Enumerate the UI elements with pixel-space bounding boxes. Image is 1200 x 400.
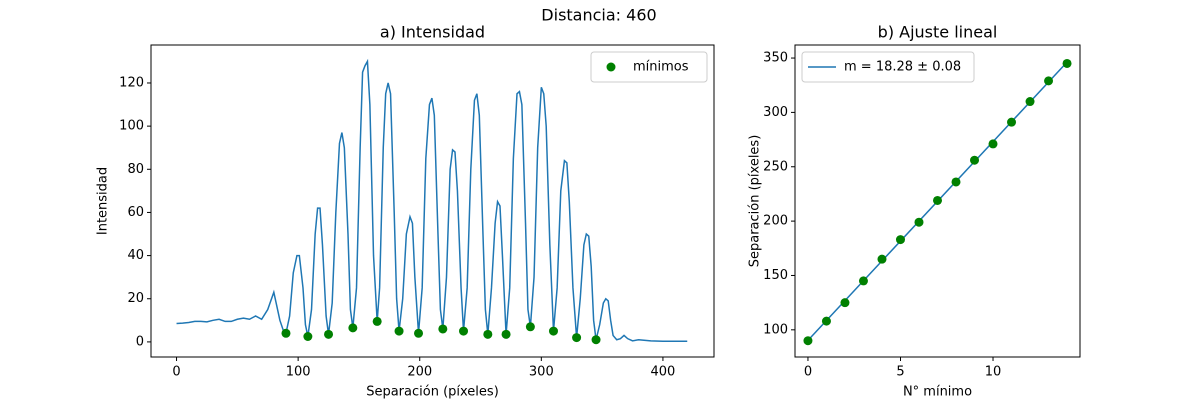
data-point: [281, 328, 291, 338]
y-tick-label: 120: [119, 75, 144, 90]
y-tick-label: 200: [763, 214, 788, 229]
data-line: [176, 58, 688, 342]
y-axis-label: Intensidad: [96, 167, 111, 235]
data-point: [1007, 117, 1017, 127]
data-point: [988, 139, 998, 149]
data-point: [348, 323, 358, 333]
axes-frame: [794, 44, 1081, 358]
y-axis-label: Separación (píxeles): [748, 135, 763, 268]
y-tick-label: 100: [119, 119, 144, 134]
legend-box: [590, 51, 708, 83]
data-point: [858, 276, 868, 286]
y-tick-label: 350: [763, 51, 788, 66]
y-tick-label: 40: [127, 248, 144, 263]
data-point: [1044, 76, 1054, 86]
data-point: [459, 326, 469, 336]
x-tick-label: 5: [896, 365, 904, 380]
data-point: [548, 326, 558, 336]
legend-box: [801, 51, 975, 83]
x-tick-label: 300: [529, 365, 554, 380]
data-point: [895, 235, 905, 245]
plot-area: [803, 58, 1072, 346]
data-point: [951, 177, 961, 187]
data-point: [438, 324, 448, 334]
y-tick-label: 20: [127, 291, 144, 306]
figure-title: Distancia: 460: [541, 6, 656, 25]
data-point: [914, 217, 924, 227]
data-point: [501, 329, 511, 339]
data-point: [572, 333, 582, 343]
x-tick-label: 400: [651, 365, 676, 380]
plot-area: [176, 58, 688, 345]
x-tick-label: 100: [286, 365, 311, 380]
data-point: [840, 298, 850, 308]
y-tick-label: 250: [763, 159, 788, 174]
data-point: [821, 316, 831, 326]
y-tick-label: 150: [763, 268, 788, 283]
data-point: [803, 336, 813, 346]
x-tick-label: 200: [407, 365, 432, 380]
x-axis-label: N° mínimo: [903, 385, 972, 400]
y-tick-label: 60: [127, 205, 144, 220]
data-point: [372, 316, 382, 326]
data-point: [525, 322, 535, 332]
data-point: [591, 335, 601, 345]
y-tick-label: 0: [136, 334, 144, 349]
data-point: [1062, 58, 1072, 68]
data-point: [1025, 97, 1035, 107]
legend-label: mínimos: [633, 60, 689, 75]
legend-label: m = 18.28 ± 0.08: [844, 60, 961, 75]
data-point: [394, 326, 404, 336]
data-point: [933, 195, 942, 205]
x-tick-label: 0: [804, 365, 812, 380]
axes-title: b) Ajuste lineal: [878, 23, 998, 42]
y-tick-label: 300: [763, 105, 788, 120]
data-point: [483, 329, 493, 339]
data-point: [970, 155, 980, 165]
data-point: [303, 332, 313, 342]
x-tick-label: 0: [172, 365, 180, 380]
x-tick-label: 10: [985, 365, 1002, 380]
data-point: [877, 254, 887, 264]
x-axis-label: Separación (píxeles): [366, 385, 499, 400]
axes-title: a) Intensidad: [380, 23, 485, 42]
data-point: [324, 329, 334, 339]
axes-frame: [150, 44, 715, 358]
legend-marker: [606, 62, 616, 72]
y-tick-label: 100: [763, 322, 788, 337]
data-point: [414, 328, 424, 338]
y-tick-label: 80: [127, 162, 144, 177]
